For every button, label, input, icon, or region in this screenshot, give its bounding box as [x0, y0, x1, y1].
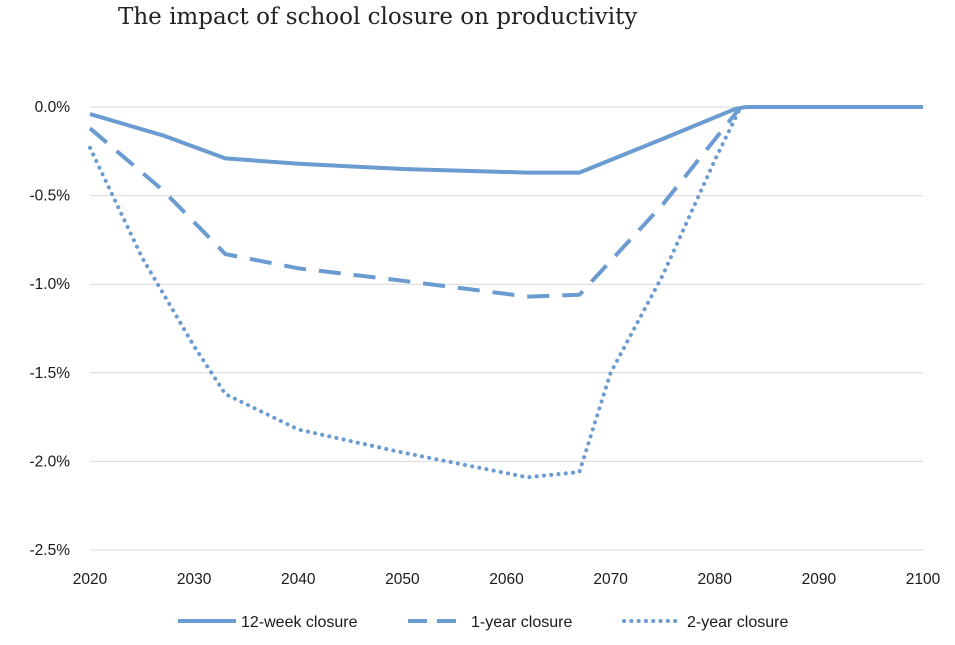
y-tick-label: -1.5%	[30, 365, 71, 382]
series-line-1	[89, 105, 923, 175]
legend-label: 1-year closure	[471, 614, 572, 631]
y-axis-tick-labels: 0.0% -0.5% -1.0% -1.5% -2.0% -2.5%	[30, 99, 71, 559]
x-tick-label: 2080	[698, 571, 733, 588]
chart-title: The impact of school closure on producti…	[118, 4, 638, 30]
x-axis-tick-labels: 2020 2030 2040 2050 2060 2070 2080 2090 2100	[73, 571, 941, 588]
y-tick-label: -1.0%	[30, 276, 71, 293]
series-lines	[88, 105, 923, 480]
x-tick-label: 2020	[73, 571, 108, 588]
x-tick-label: 2040	[281, 571, 316, 588]
y-tick-label: -2.5%	[30, 542, 71, 559]
legend-label: 2-year closure	[687, 614, 788, 631]
gridlines	[90, 106, 923, 551]
x-tick-label: 2050	[385, 571, 420, 588]
x-tick-label: 2070	[593, 571, 628, 588]
x-tick-label: 2100	[906, 571, 941, 588]
x-tick-label: 2090	[802, 571, 837, 588]
x-tick-label: 2060	[489, 571, 524, 588]
legend-label: 12-week closure	[241, 614, 358, 631]
series-line-2	[88, 105, 743, 299]
y-tick-label: 0.0%	[35, 99, 71, 116]
legend: 12-week closure 1-year closure 2-year clos…	[178, 614, 788, 631]
y-tick-label: -2.0%	[30, 453, 71, 470]
x-tick-label: 2030	[177, 571, 212, 588]
y-tick-label: -0.5%	[30, 188, 71, 205]
series-line-3	[88, 105, 743, 480]
